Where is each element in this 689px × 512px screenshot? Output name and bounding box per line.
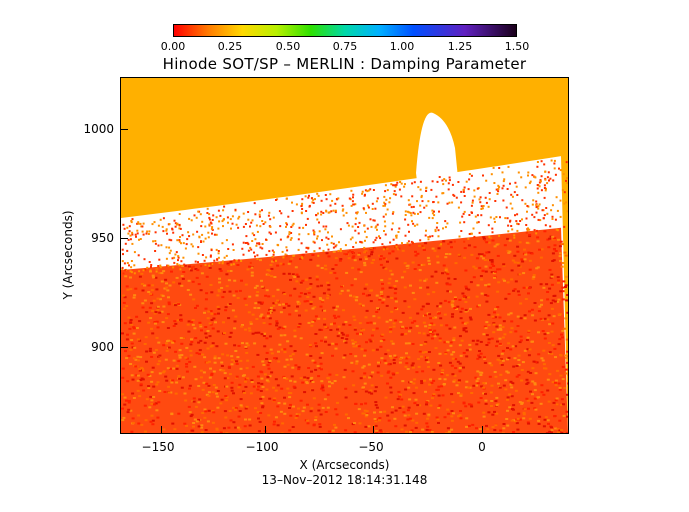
colorbar-tick-label: 1.25 <box>447 40 473 53</box>
colorbar-tick-label: 1.50 <box>504 40 530 53</box>
x-tick-label: −50 <box>358 440 384 454</box>
colorbar <box>173 24 517 37</box>
plot-title: Hinode SOT/SP – MERLIN : Damping Paramet… <box>162 55 527 73</box>
damping-parameter-map <box>120 77 569 434</box>
x-tick-label: 0 <box>478 440 486 454</box>
y-tick-mark <box>120 347 128 348</box>
colorbar-tick-label: 0.00 <box>160 40 186 53</box>
colorbar-tick-label: 0.50 <box>275 40 301 53</box>
map-image <box>121 78 568 433</box>
y-tick-label: 1000 <box>83 122 114 136</box>
colorbar-tick-label: 0.25 <box>217 40 243 53</box>
x-tick-mark <box>265 426 266 434</box>
x-axis-label: X (Arcseconds) <box>299 458 390 472</box>
colorbar-tick-label: 0.75 <box>332 40 358 53</box>
y-tick-mark <box>120 129 128 130</box>
colorbar-tick-label: 1.00 <box>389 40 415 53</box>
x-tick-label: −150 <box>141 440 175 454</box>
y-tick-label: 900 <box>91 340 114 354</box>
y-tick-label: 950 <box>91 231 114 245</box>
observation-timestamp: 13–Nov–2012 18:14:31.148 <box>261 473 428 487</box>
x-tick-mark <box>482 426 483 434</box>
y-tick-mark <box>120 238 128 239</box>
x-tick-mark <box>373 426 374 434</box>
x-tick-label: −100 <box>245 440 279 454</box>
x-tick-mark <box>161 426 162 434</box>
y-axis-label: Y (Arcseconds) <box>61 210 75 300</box>
